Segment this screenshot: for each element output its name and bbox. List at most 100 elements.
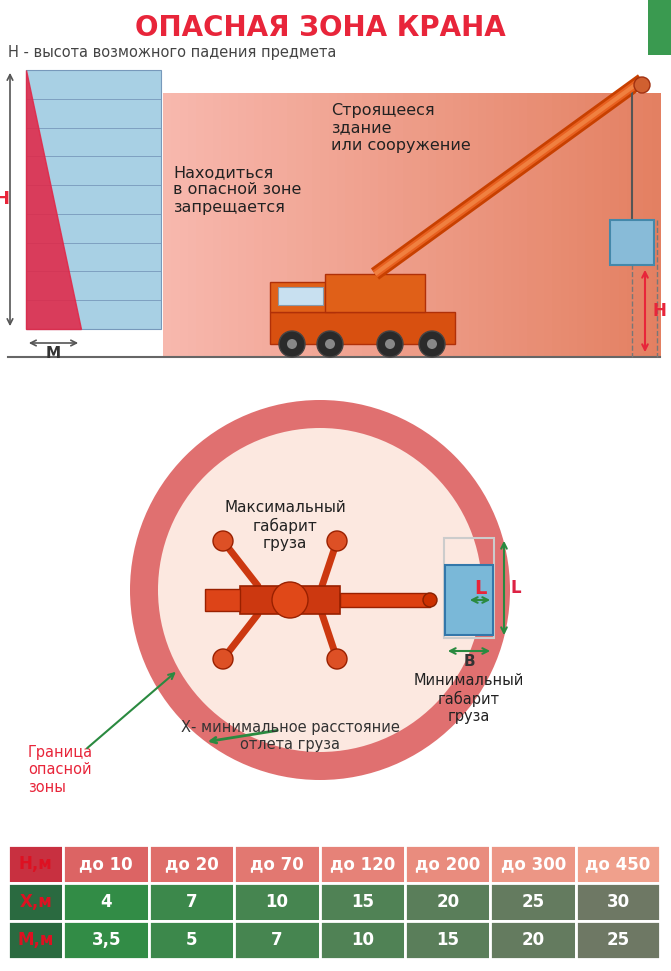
Text: 15: 15 xyxy=(436,931,459,949)
Bar xyxy=(627,93,636,357)
Bar xyxy=(420,93,429,357)
Bar xyxy=(238,93,247,357)
Text: ОПАСНАЯ ЗОНА КРАНА: ОПАСНАЯ ЗОНА КРАНА xyxy=(135,14,505,42)
Circle shape xyxy=(272,582,308,618)
Bar xyxy=(503,93,512,357)
Bar xyxy=(552,93,562,357)
Bar xyxy=(329,93,338,357)
Bar xyxy=(395,93,404,357)
Bar xyxy=(319,845,405,883)
Bar xyxy=(576,883,660,921)
Bar xyxy=(362,93,371,357)
Bar xyxy=(246,93,255,357)
Text: до 20: до 20 xyxy=(164,855,219,873)
Bar xyxy=(262,93,272,357)
Text: Минимальный
габарит
груза: Минимальный габарит груза xyxy=(414,673,524,724)
Text: М: М xyxy=(46,347,61,361)
Text: Граница
опасной
зоны: Граница опасной зоны xyxy=(28,745,93,795)
Text: Н: Н xyxy=(0,190,9,209)
Circle shape xyxy=(385,339,395,349)
Bar xyxy=(491,883,576,921)
Bar xyxy=(511,93,520,357)
Bar xyxy=(495,93,504,357)
Bar xyxy=(354,93,363,357)
Bar xyxy=(270,93,280,357)
Bar xyxy=(188,93,197,357)
Bar xyxy=(149,845,234,883)
Bar xyxy=(428,93,437,357)
Bar xyxy=(279,93,289,357)
Bar xyxy=(594,93,603,357)
Bar xyxy=(491,845,576,883)
Bar xyxy=(544,93,554,357)
Bar xyxy=(304,93,313,357)
Bar xyxy=(560,93,570,357)
Circle shape xyxy=(213,531,233,551)
Circle shape xyxy=(419,331,445,357)
Bar xyxy=(436,93,446,357)
Text: до 70: до 70 xyxy=(250,855,304,873)
Circle shape xyxy=(325,339,335,349)
Bar xyxy=(445,565,493,635)
Text: 10: 10 xyxy=(266,893,289,911)
Circle shape xyxy=(423,593,437,607)
Bar xyxy=(287,93,297,357)
Bar xyxy=(270,282,335,312)
Bar xyxy=(411,93,421,357)
Bar xyxy=(470,93,479,357)
Bar xyxy=(205,93,213,357)
Bar xyxy=(229,93,239,357)
Bar xyxy=(403,93,413,357)
Bar xyxy=(254,93,264,357)
Text: Х- минимальное расстояние
отлета груза: Х- минимальное расстояние отлета груза xyxy=(180,720,399,753)
Bar xyxy=(445,93,454,357)
Bar xyxy=(519,93,529,357)
Bar xyxy=(64,883,149,921)
Bar xyxy=(577,93,586,357)
Circle shape xyxy=(427,339,437,349)
Bar xyxy=(196,93,205,357)
Circle shape xyxy=(327,649,347,669)
Bar xyxy=(602,93,611,357)
Bar xyxy=(346,93,354,357)
Bar xyxy=(319,921,405,959)
Bar xyxy=(478,93,487,357)
Bar xyxy=(163,93,172,357)
Text: 3,5: 3,5 xyxy=(91,931,121,949)
Bar xyxy=(64,845,149,883)
Bar xyxy=(648,0,671,55)
Bar xyxy=(643,93,653,357)
Bar xyxy=(26,70,161,329)
Text: 4: 4 xyxy=(100,893,112,911)
Bar xyxy=(240,586,340,614)
Bar xyxy=(340,593,430,607)
Bar xyxy=(8,845,64,883)
Text: до 10: до 10 xyxy=(79,855,133,873)
Text: до 120: до 120 xyxy=(329,855,395,873)
Text: 7: 7 xyxy=(186,893,197,911)
Bar xyxy=(652,93,661,357)
Text: Максимальный
габарит
груза: Максимальный габарит груза xyxy=(224,500,346,552)
Circle shape xyxy=(158,428,482,752)
Bar xyxy=(405,845,491,883)
Text: Н,м: Н,м xyxy=(19,855,52,873)
Bar xyxy=(213,93,222,357)
Bar xyxy=(444,538,494,638)
Circle shape xyxy=(377,331,403,357)
Bar xyxy=(319,883,405,921)
Text: 5: 5 xyxy=(186,931,197,949)
Bar xyxy=(611,93,619,357)
Circle shape xyxy=(287,339,297,349)
Bar xyxy=(8,921,64,959)
Bar xyxy=(619,93,628,357)
Text: 25: 25 xyxy=(607,931,629,949)
Text: 7: 7 xyxy=(271,931,282,949)
Text: до 450: до 450 xyxy=(585,855,651,873)
Bar xyxy=(234,883,319,921)
Circle shape xyxy=(279,331,305,357)
Text: L: L xyxy=(474,579,486,597)
Bar xyxy=(378,93,388,357)
Bar xyxy=(527,93,537,357)
Bar xyxy=(586,93,595,357)
Bar xyxy=(576,921,660,959)
